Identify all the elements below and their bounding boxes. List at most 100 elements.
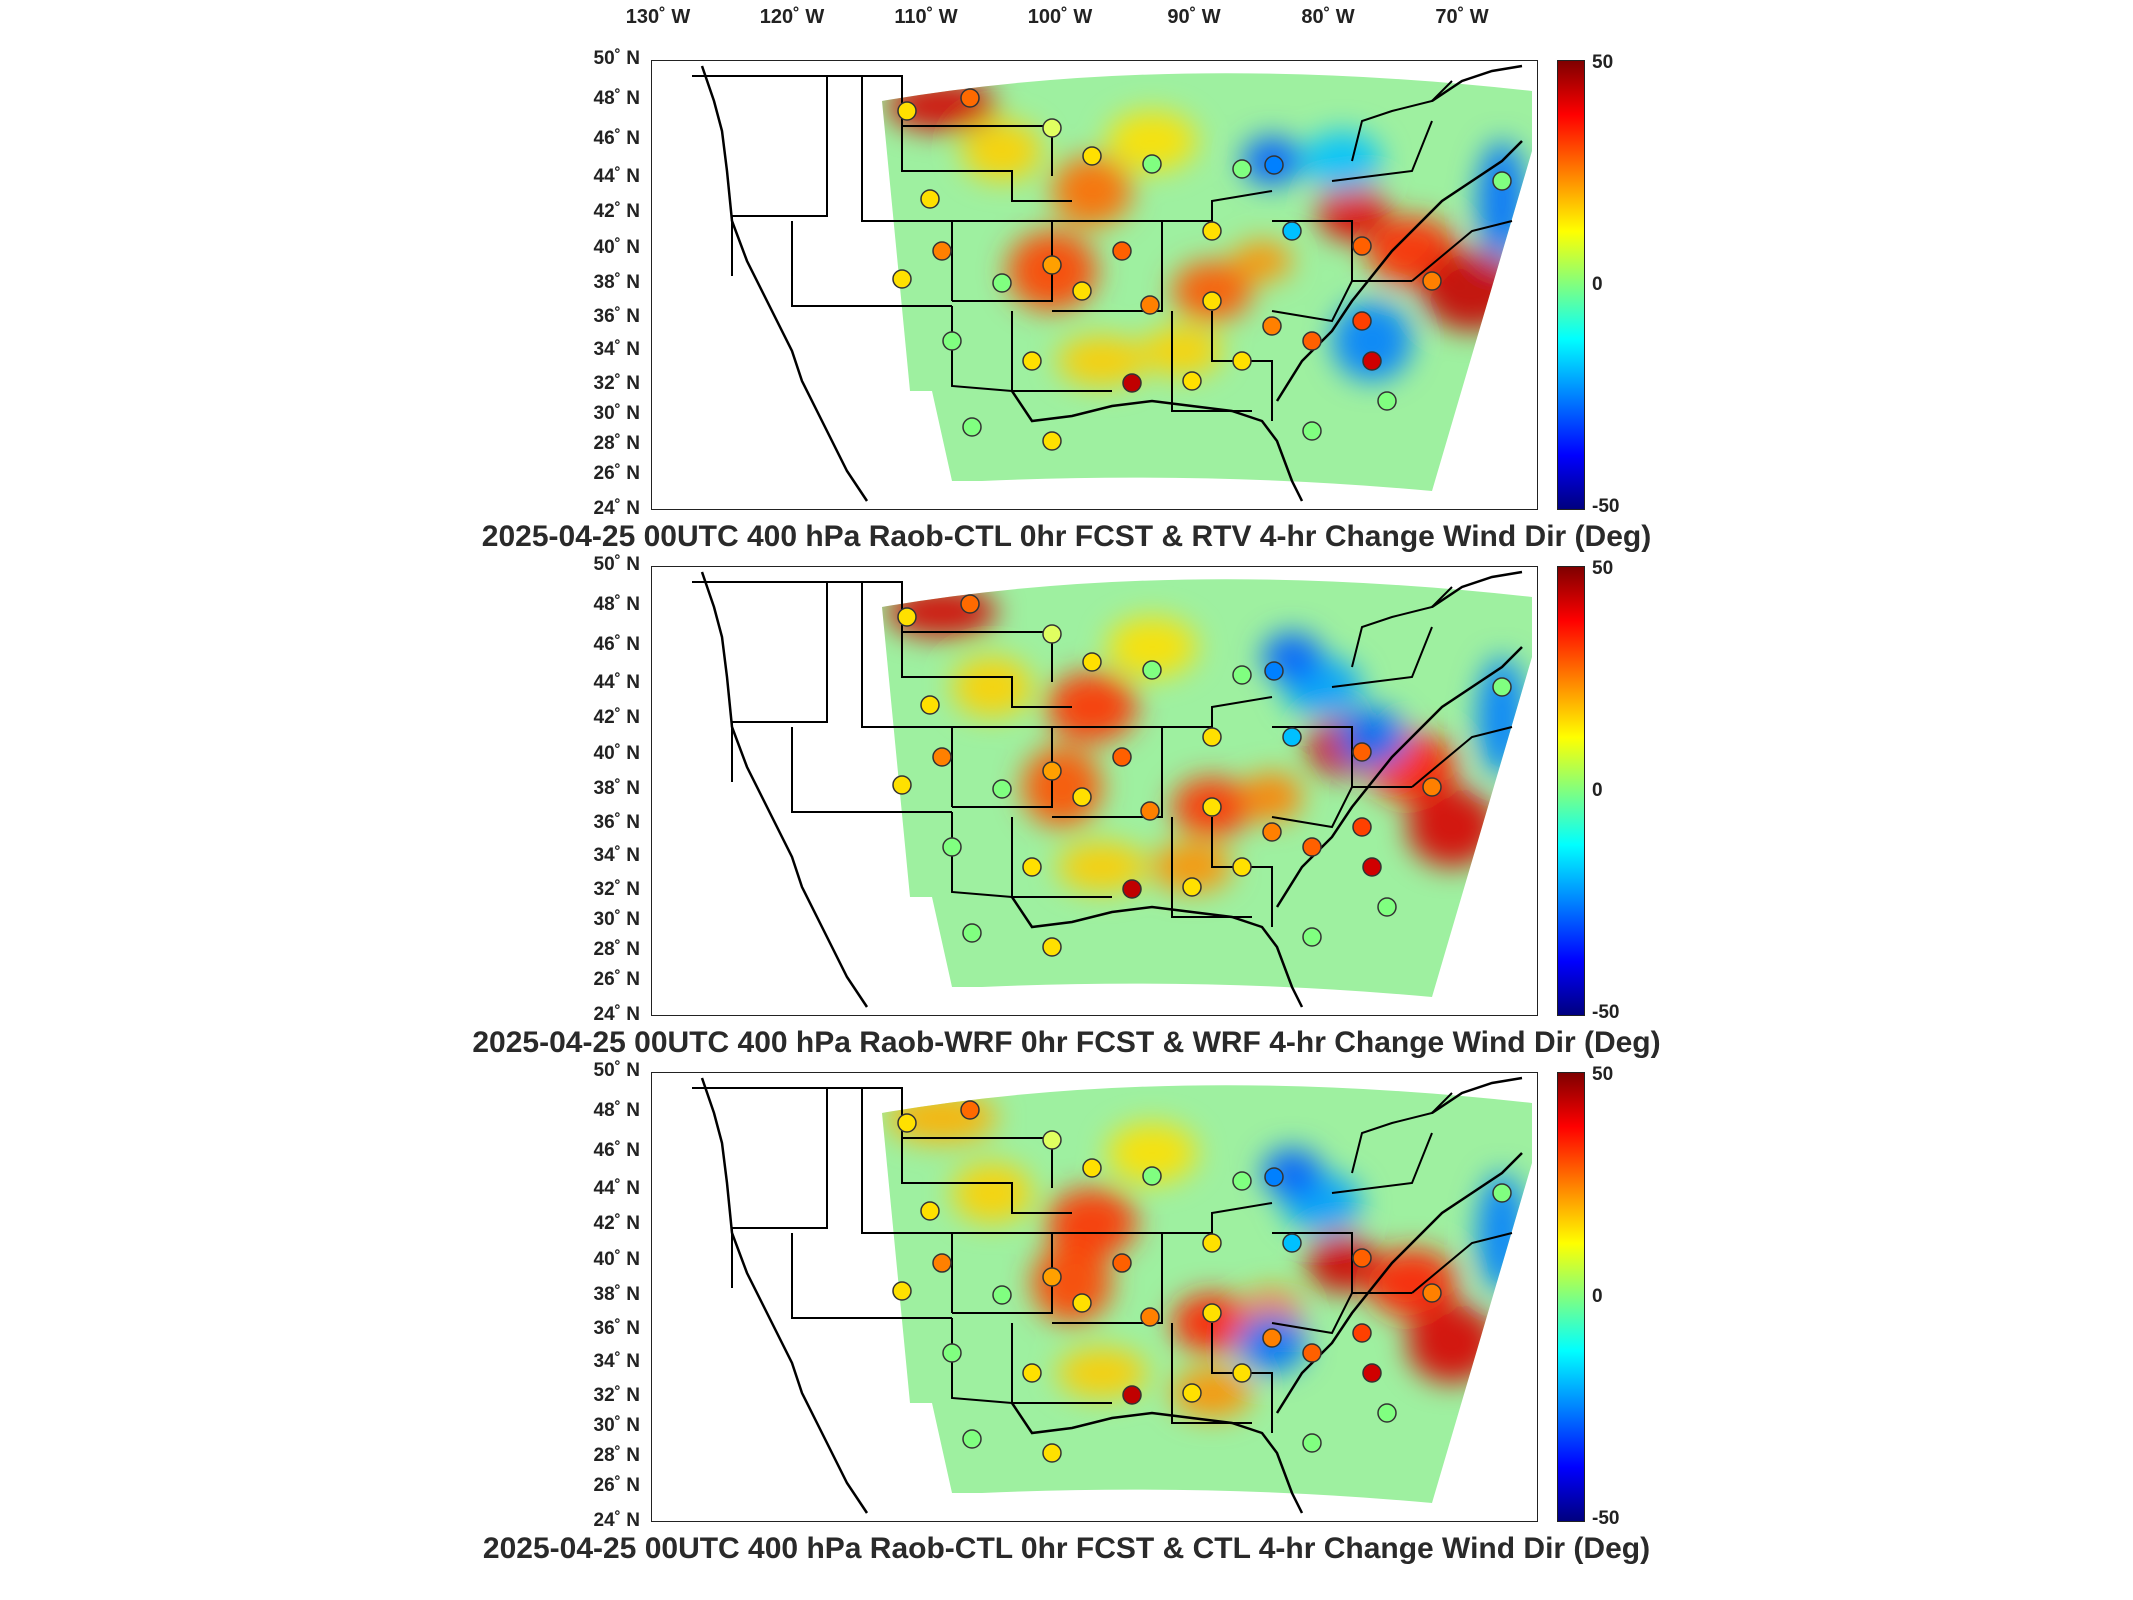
raob-station-marker[interactable] xyxy=(1202,1303,1222,1323)
raob-station-marker[interactable] xyxy=(942,331,962,351)
raob-station-marker[interactable] xyxy=(1422,271,1442,291)
raob-station-marker[interactable] xyxy=(1492,677,1512,697)
raob-station-marker[interactable] xyxy=(1202,797,1222,817)
raob-station-marker[interactable] xyxy=(1302,1433,1322,1453)
raob-station-marker[interactable] xyxy=(942,837,962,857)
map-plot[interactable] xyxy=(651,566,1538,1016)
raob-station-marker[interactable] xyxy=(1122,1385,1142,1405)
raob-station-marker[interactable] xyxy=(1232,1363,1252,1383)
raob-station-marker[interactable] xyxy=(1262,822,1282,842)
raob-station-marker[interactable] xyxy=(1140,1307,1160,1327)
raob-station-marker[interactable] xyxy=(1112,747,1132,767)
raob-station-marker[interactable] xyxy=(1022,351,1042,371)
raob-station-marker[interactable] xyxy=(932,747,952,767)
raob-station-marker[interactable] xyxy=(1232,857,1252,877)
raob-station-marker[interactable] xyxy=(1302,421,1322,441)
raob-station-marker[interactable] xyxy=(1362,351,1382,371)
raob-station-marker[interactable] xyxy=(1202,1233,1222,1253)
raob-station-marker[interactable] xyxy=(920,189,940,209)
raob-station-marker[interactable] xyxy=(1362,857,1382,877)
raob-station-marker[interactable] xyxy=(1352,311,1372,331)
map-plot[interactable] xyxy=(651,1072,1538,1522)
raob-station-marker[interactable] xyxy=(1232,351,1252,371)
raob-station-marker[interactable] xyxy=(1264,661,1284,681)
raob-station-marker[interactable] xyxy=(897,101,917,121)
raob-station-marker[interactable] xyxy=(1072,1293,1092,1313)
raob-station-marker[interactable] xyxy=(1142,1166,1162,1186)
raob-station-marker[interactable] xyxy=(1352,236,1372,256)
raob-station-marker[interactable] xyxy=(892,1281,912,1301)
raob-station-marker[interactable] xyxy=(992,1285,1012,1305)
raob-station-marker[interactable] xyxy=(1264,155,1284,175)
raob-station-marker[interactable] xyxy=(1282,1233,1302,1253)
raob-station-marker[interactable] xyxy=(962,1429,982,1449)
raob-station-marker[interactable] xyxy=(1042,761,1062,781)
raob-station-marker[interactable] xyxy=(992,779,1012,799)
raob-station-marker[interactable] xyxy=(1302,837,1322,857)
raob-station-marker[interactable] xyxy=(1282,727,1302,747)
raob-station-marker[interactable] xyxy=(920,1201,940,1221)
raob-station-marker[interactable] xyxy=(960,88,980,108)
raob-station-marker[interactable] xyxy=(1122,373,1142,393)
raob-station-marker[interactable] xyxy=(1072,787,1092,807)
raob-station-marker[interactable] xyxy=(932,241,952,261)
raob-station-marker[interactable] xyxy=(1142,660,1162,680)
raob-station-marker[interactable] xyxy=(1140,295,1160,315)
raob-station-marker[interactable] xyxy=(1232,665,1252,685)
raob-station-marker[interactable] xyxy=(1352,1323,1372,1343)
raob-station-marker[interactable] xyxy=(920,695,940,715)
raob-station-marker[interactable] xyxy=(1302,1343,1322,1363)
raob-station-marker[interactable] xyxy=(1302,331,1322,351)
raob-station-marker[interactable] xyxy=(1042,431,1062,451)
raob-station-marker[interactable] xyxy=(1042,255,1062,275)
raob-station-marker[interactable] xyxy=(892,775,912,795)
raob-station-marker[interactable] xyxy=(1122,879,1142,899)
raob-station-marker[interactable] xyxy=(960,1100,980,1120)
raob-station-marker[interactable] xyxy=(1142,154,1162,174)
raob-station-marker[interactable] xyxy=(1042,937,1062,957)
raob-station-marker[interactable] xyxy=(897,607,917,627)
raob-station-marker[interactable] xyxy=(1362,1363,1382,1383)
raob-station-marker[interactable] xyxy=(892,269,912,289)
raob-station-marker[interactable] xyxy=(1182,877,1202,897)
raob-station-marker[interactable] xyxy=(1042,118,1062,138)
raob-station-marker[interactable] xyxy=(1377,897,1397,917)
raob-station-marker[interactable] xyxy=(1182,371,1202,391)
raob-station-marker[interactable] xyxy=(1232,1171,1252,1191)
raob-station-marker[interactable] xyxy=(1377,1403,1397,1423)
raob-station-marker[interactable] xyxy=(1072,281,1092,301)
raob-station-marker[interactable] xyxy=(1422,1283,1442,1303)
raob-station-marker[interactable] xyxy=(1202,727,1222,747)
raob-station-marker[interactable] xyxy=(992,273,1012,293)
raob-station-marker[interactable] xyxy=(1377,391,1397,411)
raob-station-marker[interactable] xyxy=(1492,1183,1512,1203)
raob-station-marker[interactable] xyxy=(1112,241,1132,261)
raob-station-marker[interactable] xyxy=(1202,291,1222,311)
raob-station-marker[interactable] xyxy=(1262,316,1282,336)
raob-station-marker[interactable] xyxy=(1112,1253,1132,1273)
raob-station-marker[interactable] xyxy=(1232,159,1252,179)
raob-station-marker[interactable] xyxy=(960,594,980,614)
raob-station-marker[interactable] xyxy=(932,1253,952,1273)
map-plot[interactable] xyxy=(651,60,1538,510)
raob-station-marker[interactable] xyxy=(1042,1130,1062,1150)
raob-station-marker[interactable] xyxy=(1302,927,1322,947)
raob-station-marker[interactable] xyxy=(1282,221,1302,241)
raob-station-marker[interactable] xyxy=(1352,742,1372,762)
raob-station-marker[interactable] xyxy=(1082,146,1102,166)
raob-station-marker[interactable] xyxy=(1082,652,1102,672)
raob-station-marker[interactable] xyxy=(1492,171,1512,191)
raob-station-marker[interactable] xyxy=(962,417,982,437)
raob-station-marker[interactable] xyxy=(1352,817,1372,837)
raob-station-marker[interactable] xyxy=(1042,1443,1062,1463)
raob-station-marker[interactable] xyxy=(1022,1363,1042,1383)
raob-station-marker[interactable] xyxy=(942,1343,962,1363)
raob-station-marker[interactable] xyxy=(1042,624,1062,644)
raob-station-marker[interactable] xyxy=(1264,1167,1284,1187)
raob-station-marker[interactable] xyxy=(1022,857,1042,877)
raob-station-marker[interactable] xyxy=(1262,1328,1282,1348)
raob-station-marker[interactable] xyxy=(1202,221,1222,241)
raob-station-marker[interactable] xyxy=(1422,777,1442,797)
raob-station-marker[interactable] xyxy=(1042,1267,1062,1287)
raob-station-marker[interactable] xyxy=(1082,1158,1102,1178)
